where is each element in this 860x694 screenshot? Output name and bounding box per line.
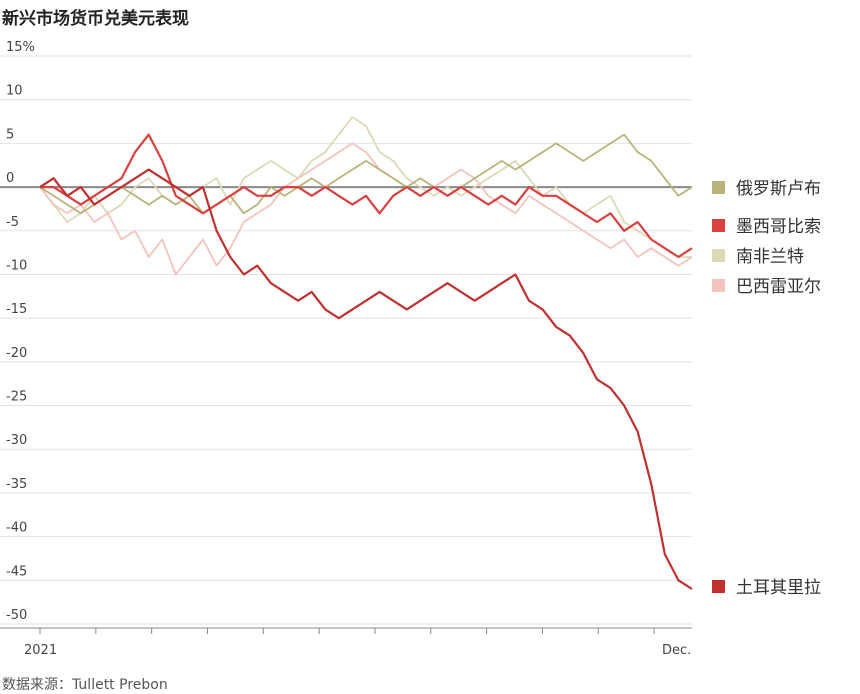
legend-label: 巴西雷亚尔 bbox=[736, 277, 821, 297]
legend-label: 土耳其里拉 bbox=[736, 578, 821, 598]
y-tick-label: -40 bbox=[6, 521, 27, 536]
y-tick-label: 5 bbox=[6, 127, 14, 142]
y-tick-label: -20 bbox=[6, 346, 27, 361]
legend-label: 南非兰特 bbox=[736, 247, 804, 267]
y-tick-label: -30 bbox=[6, 433, 27, 448]
y-tick-label: -35 bbox=[6, 477, 27, 492]
y-tick-label: 0 bbox=[6, 171, 14, 186]
series-line bbox=[39, 142, 693, 276]
chart-title: 新兴市场货币兑美元表现 bbox=[2, 9, 189, 29]
source-note: 数据来源：Tullett Prebon bbox=[2, 677, 168, 693]
y-tick-label: 10 bbox=[6, 84, 23, 99]
y-tick-label: -5 bbox=[6, 215, 19, 230]
x-tick-label: 2021 bbox=[24, 643, 57, 658]
y-tick-label: -15 bbox=[6, 302, 27, 317]
x-tick-label: Dec. bbox=[662, 643, 691, 658]
legend-swatch bbox=[712, 580, 725, 593]
legend-label: 墨西哥比索 bbox=[736, 217, 821, 237]
series-line bbox=[40, 133, 693, 259]
y-tick-label: -45 bbox=[6, 564, 27, 579]
y-tick-label: -25 bbox=[6, 390, 27, 405]
legend-label: 俄罗斯卢布 bbox=[736, 179, 821, 199]
y-tick-label: 15% bbox=[6, 40, 35, 55]
legend-swatch bbox=[712, 249, 725, 262]
series-line bbox=[39, 168, 693, 590]
legend-swatch bbox=[712, 181, 725, 194]
y-tick-label: -50 bbox=[6, 608, 27, 623]
series-line bbox=[39, 133, 693, 215]
legend-swatch bbox=[712, 279, 725, 292]
legend-swatch bbox=[712, 219, 725, 232]
y-tick-label: -10 bbox=[6, 258, 27, 273]
